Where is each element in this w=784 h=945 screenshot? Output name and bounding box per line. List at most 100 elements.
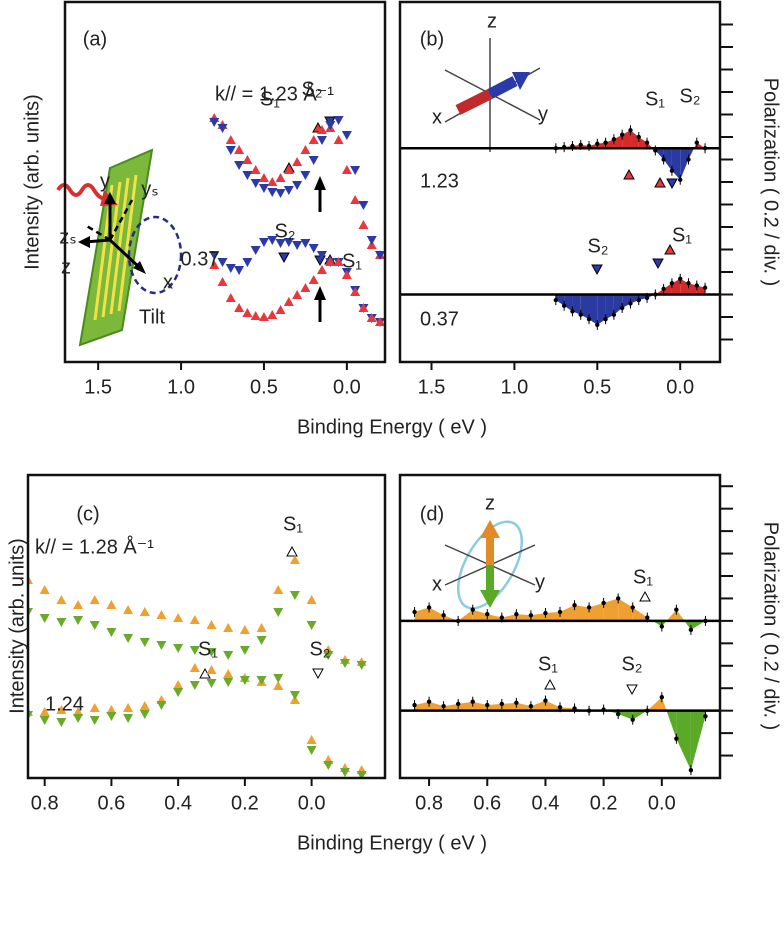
data-point [273,681,284,690]
area-segment [429,701,444,711]
data-point [300,283,311,292]
annotation: zₛ [59,226,76,248]
data-point [73,600,84,609]
data-point [316,136,327,145]
inset-sample [56,148,183,347]
data-point [106,628,117,637]
data-point [426,699,432,704]
annotation: S₂ [621,653,642,675]
annotation: S₁ [283,513,303,535]
data-point [586,143,592,149]
data-point [223,669,234,678]
annotation: S₂ [274,220,295,242]
area-segment [555,294,565,306]
panel: (d) 0.8 0.6 0.4 0.2 0.0 Polarization ( 0.2 / d… [398,473,782,814]
area-segment [652,620,662,627]
annotation: S₂ [679,85,700,107]
area-segment [647,142,653,149]
data-point [189,646,200,655]
data-point [688,627,694,633]
annotation: yₛ [141,178,158,200]
data-point [325,257,336,266]
data-point [603,140,608,145]
data-point [678,276,683,281]
area-segment [676,710,691,771]
data-point [234,303,245,312]
data-point [455,701,461,707]
data-point [586,605,592,610]
data-point [630,605,635,610]
data-point [139,710,150,719]
data-point [601,600,606,606]
area-segment [676,609,685,621]
area-segment [530,613,546,621]
data-point [470,699,475,704]
data-point [485,702,490,708]
data-point [289,691,300,700]
area-segment [655,288,664,295]
data-point [300,239,311,248]
data-point [669,168,675,173]
data-point [256,676,267,685]
data-point [572,706,577,711]
data-point [412,702,417,708]
data-point [528,703,534,709]
data-point [139,607,150,616]
data-point [323,761,334,770]
data-point [283,297,294,306]
data-point [308,156,319,165]
data-point [316,265,327,274]
annotation: S₁ [260,88,280,110]
data-point [485,611,490,617]
x-tick-label: 0.6 [473,792,501,814]
area-segment [580,294,590,320]
data-point [206,665,217,674]
data-point [106,705,117,714]
area-segment [589,294,598,325]
data-point [543,698,548,703]
data-point [686,281,691,286]
data-point [366,236,377,245]
area-segment [545,700,560,711]
data-point [611,312,617,317]
data-point [239,625,250,634]
data-point [630,717,635,722]
area-segment [572,294,581,315]
area-segment [414,701,430,711]
area-segment [632,710,648,720]
data-point [258,173,269,182]
data-point [250,311,261,320]
data-point [636,134,641,140]
data-point [56,705,67,714]
annotation: S₁ [672,224,692,246]
data-point [356,661,367,670]
x-tick-label: 0.8 [415,792,443,814]
annotation: Tilt [139,306,165,328]
area-segment [560,605,575,621]
x-tick-label: 1.0 [167,376,195,398]
data-point [173,644,184,653]
data-point [267,188,278,197]
data-point [275,305,286,314]
data-point [306,735,317,744]
area-segment [666,710,677,739]
area-segment [501,702,517,711]
data-point [308,244,319,253]
area-segment [458,701,473,711]
annotation: x [432,106,442,128]
annotation: y [535,571,545,593]
data-point [39,707,50,716]
data-point [250,246,261,255]
data-point [258,184,269,193]
data-point [123,703,134,712]
x-tick-label: 0.4 [532,792,560,814]
area-segment [487,703,502,711]
data-point [341,131,352,140]
data-point [615,711,621,717]
area-segment [630,130,639,149]
area-segment [690,620,706,630]
data-point [209,260,220,269]
data-point [688,767,694,773]
plot-area [400,593,720,776]
